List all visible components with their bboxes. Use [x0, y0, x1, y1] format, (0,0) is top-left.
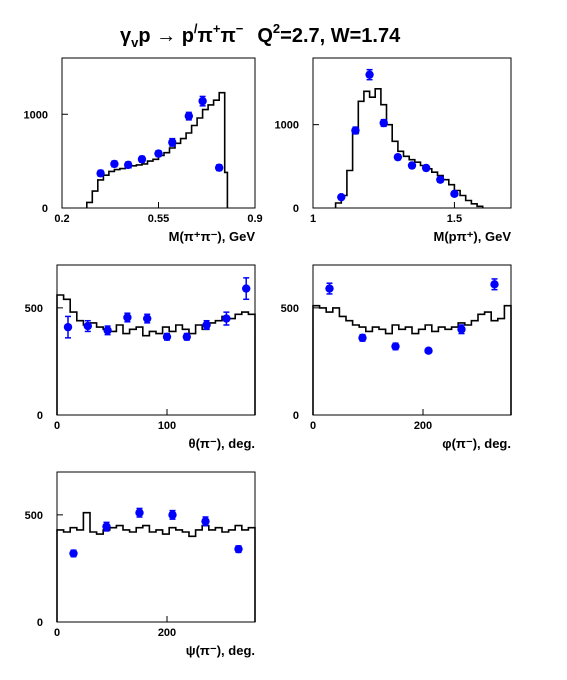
x-tick-label: 0.55: [148, 213, 169, 225]
x-tick-label: 0.2: [54, 213, 69, 225]
data-point: [391, 342, 400, 351]
data-point: [110, 159, 119, 169]
data-point: [424, 346, 433, 355]
data-point: [184, 111, 194, 121]
data-point: [135, 508, 144, 517]
data-point: [202, 320, 211, 330]
panel-psi: 0 200 0 500 ψ(π⁻), deg.: [25, 471, 256, 658]
data-point: [351, 126, 360, 135]
data-point: [490, 280, 499, 289]
data-point: [457, 325, 466, 334]
data-point: [214, 163, 224, 172]
data-point: [393, 152, 403, 162]
x-tick-label: 1.5: [447, 213, 462, 225]
data-point: [337, 192, 346, 202]
y-tick-label: 500: [25, 510, 43, 522]
data-point: [198, 96, 207, 106]
x-tick-label: 0.9: [247, 213, 262, 225]
data-point: [83, 321, 93, 331]
data-point: [103, 326, 112, 335]
data-point: [234, 544, 243, 554]
y-tick-label: 0: [42, 203, 48, 215]
x-axis-label: ψ(π⁻), deg.: [186, 643, 255, 658]
data-point: [325, 284, 334, 293]
y-tick-label: 0: [37, 410, 43, 422]
data-point: [162, 332, 172, 341]
data-point: [407, 161, 417, 170]
y-tick-label: 0: [293, 410, 299, 422]
histogram-line: [56, 294, 256, 415]
x-tick-label: 200: [158, 627, 176, 639]
plot-frame: [56, 264, 256, 416]
data-point: [242, 284, 251, 293]
data-point: [143, 314, 152, 323]
data-point: [379, 118, 388, 128]
x-tick-label: 100: [158, 420, 176, 432]
data-point: [137, 155, 147, 164]
panel-m_pipi: 0.2 0.55 0.9 0 1000 M(π⁺π⁻), GeV: [24, 57, 263, 244]
x-tick-label: 0: [54, 420, 60, 432]
data-point: [168, 138, 177, 147]
histogram-line: [312, 304, 512, 415]
y-tick-label: 500: [25, 303, 43, 315]
histogram-line: [334, 88, 484, 208]
data-point: [222, 314, 231, 323]
plot-frame: [56, 471, 256, 623]
histogram-line: [56, 511, 256, 622]
y-tick-label: 1000: [275, 120, 299, 132]
y-tick-label: 0: [293, 203, 299, 215]
data-point: [102, 522, 111, 531]
panel-phi: 0 200 0 500 φ(π⁻), deg.: [281, 264, 512, 451]
data-point: [436, 175, 445, 184]
data-point: [358, 333, 367, 343]
y-tick-label: 0: [37, 617, 43, 629]
data-point: [450, 189, 459, 199]
panel-m_ppi: 1 1.5 0 1000 M(pπ⁺), GeV: [275, 57, 512, 244]
y-tick-label: 1000: [24, 109, 48, 121]
x-axis-label: M(pπ⁺), GeV: [434, 229, 512, 244]
x-tick-label: 0: [310, 420, 316, 432]
x-axis-label: M(π⁺π⁻), GeV: [169, 229, 256, 244]
data-point: [168, 510, 177, 520]
data-point: [182, 332, 191, 341]
plot-frame: [312, 57, 512, 209]
x-axis-label: φ(π⁻), deg.: [442, 436, 511, 451]
x-axis-label: θ(π⁻), deg.: [189, 436, 255, 451]
data-point: [123, 313, 132, 322]
panel-theta: 0 100 0 500 θ(π⁻), deg.: [25, 264, 256, 451]
plot-frame: [61, 57, 256, 209]
data-point: [123, 160, 133, 170]
x-tick-label: 0: [54, 627, 60, 639]
data-point: [96, 169, 105, 178]
x-tick-label: 1: [310, 213, 316, 225]
y-tick-label: 500: [281, 303, 299, 315]
data-point: [201, 517, 210, 526]
x-tick-label: 200: [414, 420, 432, 432]
data-point: [63, 322, 73, 332]
data-point: [365, 70, 374, 79]
data-point: [154, 149, 163, 158]
data-point: [69, 549, 78, 558]
plot-frame: [312, 264, 512, 416]
data-point: [421, 163, 431, 173]
chart-title: γvp → p/π+π− Q2=2.7, W=1.74: [120, 21, 401, 50]
